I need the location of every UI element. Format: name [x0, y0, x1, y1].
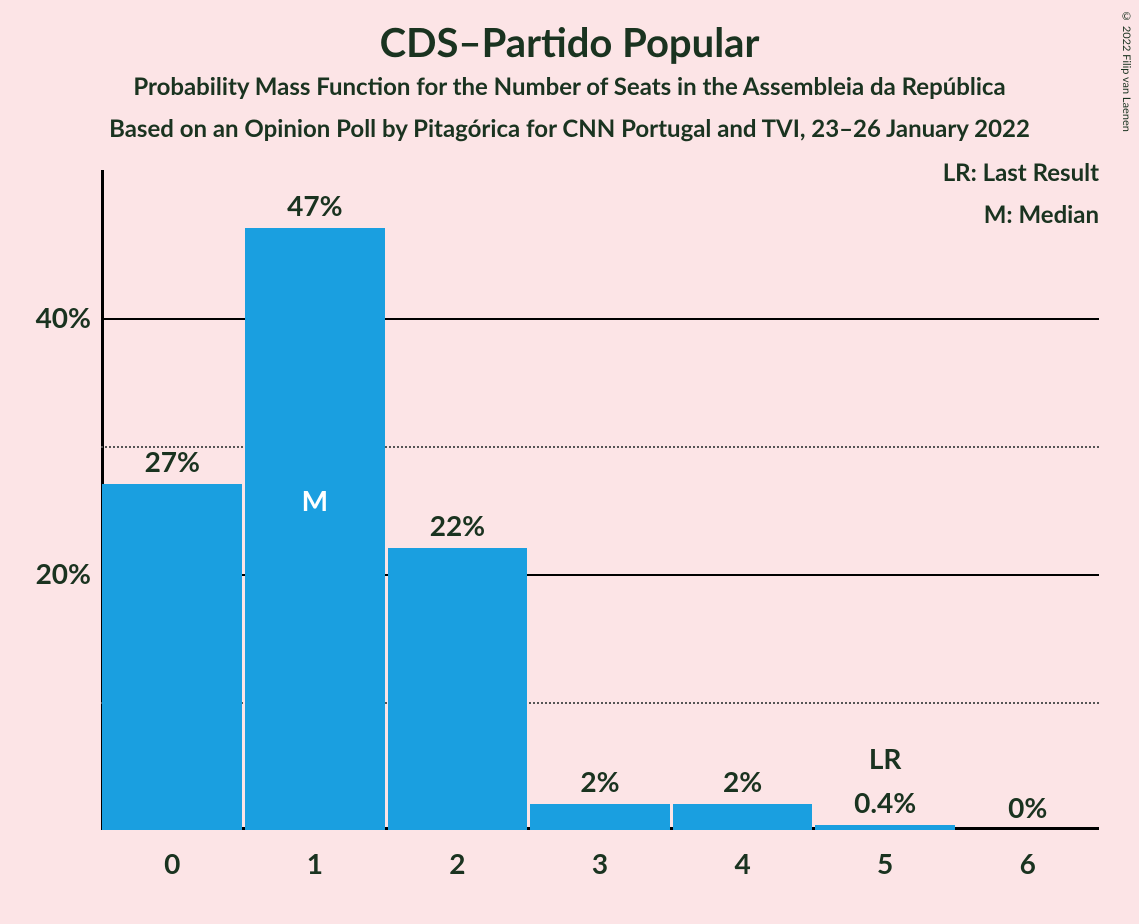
- legend-lr: LR: Last Result: [943, 158, 1099, 187]
- x-tick-label: 1: [244, 846, 387, 880]
- bar-value-label: 27%: [101, 444, 244, 478]
- chart-subtitle-1: Probability Mass Function for the Number…: [0, 72, 1139, 101]
- bar: [815, 825, 955, 830]
- bar: [388, 548, 528, 830]
- x-tick-label: 3: [529, 846, 672, 880]
- x-tick-label: 6: [956, 846, 1099, 880]
- plot-area: M: [101, 190, 1099, 830]
- chart-title: CDS–Partido Popular: [0, 18, 1139, 66]
- bar: [245, 228, 385, 830]
- x-tick-label: 4: [671, 846, 814, 880]
- bar-value-label: 0.4%: [814, 785, 957, 819]
- lr-marker: LR: [814, 741, 957, 775]
- x-tick-label: 5: [814, 846, 957, 880]
- bar: [530, 804, 670, 830]
- copyright-text: © 2022 Filip van Laenen: [1120, 10, 1133, 132]
- bar: [673, 804, 813, 830]
- x-tick-label: 2: [386, 846, 529, 880]
- y-tick-label: 20%: [11, 556, 91, 590]
- bar-value-label: 2%: [529, 764, 672, 798]
- bar-value-label: 22%: [386, 508, 529, 542]
- chart-subtitle-2: Based on an Opinion Poll by Pitagórica f…: [0, 114, 1139, 143]
- x-tick-label: 0: [101, 846, 244, 880]
- bar: [102, 484, 242, 830]
- bar-value-label: 2%: [671, 764, 814, 798]
- bar-value-label: 47%: [244, 188, 387, 222]
- bar-value-label: 0%: [956, 790, 1099, 824]
- y-tick-label: 40%: [11, 300, 91, 334]
- median-marker: M: [245, 483, 385, 517]
